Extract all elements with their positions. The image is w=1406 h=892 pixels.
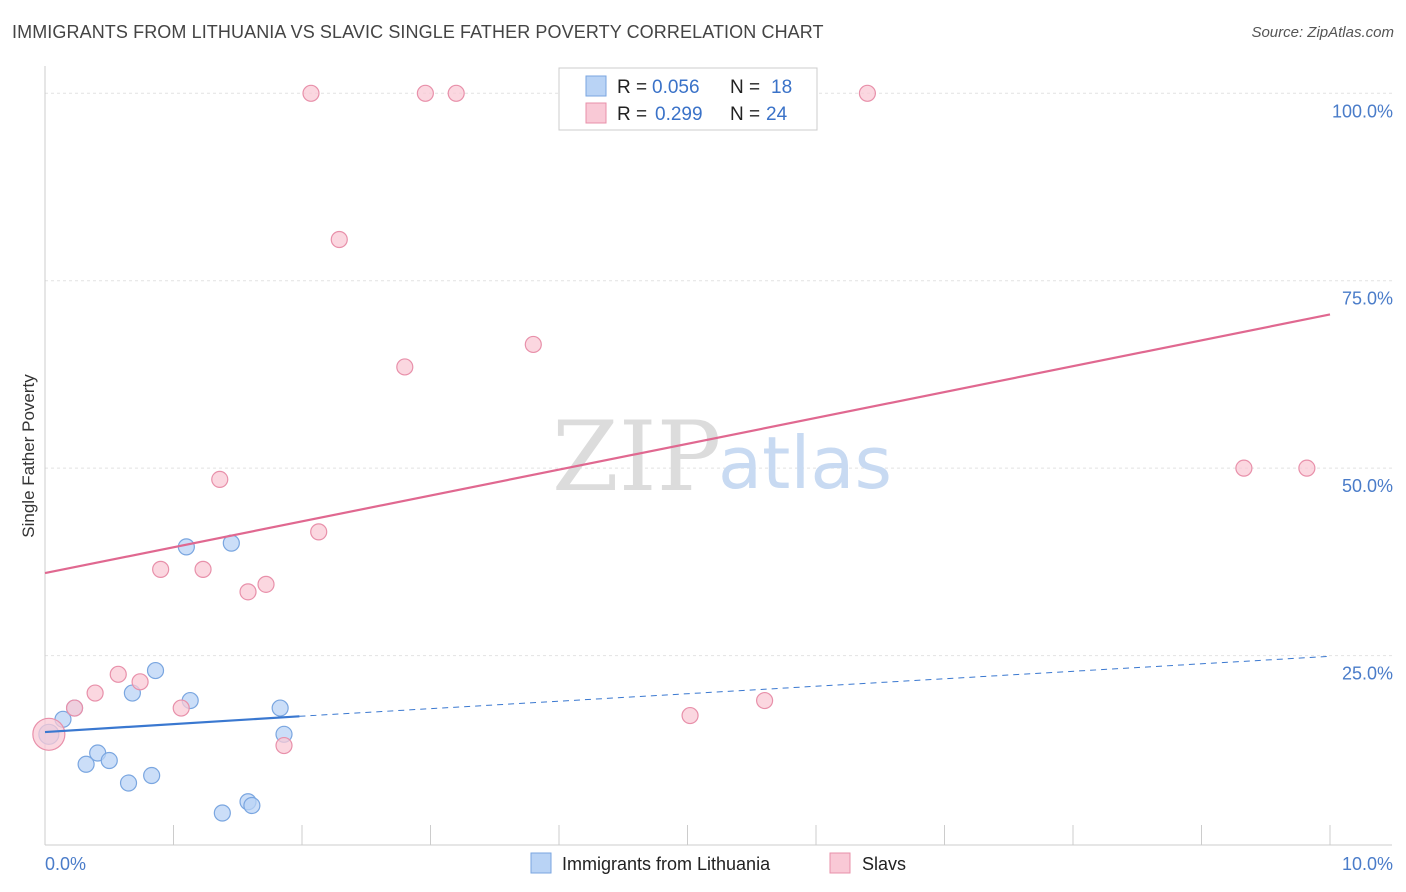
legend-n-value-0: 18: [771, 77, 792, 98]
y-tick-label: 25.0%: [1342, 664, 1393, 684]
point-slavs: [330, 230, 348, 249]
watermark-zip: ZIP: [552, 401, 721, 513]
trend-line-slavs: [44, 313, 1331, 575]
grid-lines: [45, 92, 1392, 657]
trend-line-lithuania: [44, 715, 300, 734]
x-tick-label: 10.0%: [1342, 854, 1393, 874]
point-slavs: [239, 583, 257, 601]
y-tick-label: 50.0%: [1342, 476, 1393, 496]
point-slavs: [681, 706, 699, 725]
point-lithuania: [213, 804, 231, 822]
point-slavs: [86, 684, 104, 702]
source-label: Source: ZipAtlas.com: [1251, 24, 1394, 41]
point-slavs: [310, 523, 328, 541]
point-slavs: [275, 736, 293, 755]
point-slavs: [396, 358, 414, 376]
legend-n-value-1: 24: [766, 104, 788, 125]
bottom-legend: Immigrants from Lithuania Slavs: [530, 852, 906, 874]
point-slavs: [65, 699, 84, 717]
watermark-atlas: atlas: [718, 421, 892, 505]
point-slavs: [257, 575, 275, 593]
point-lithuania: [143, 766, 161, 785]
point-slavs: [172, 699, 190, 717]
trend-lines: [44, 313, 1331, 734]
chart-title: IMMIGRANTS FROM LITHUANIA VS SLAVIC SING…: [12, 22, 824, 42]
point-slavs: [32, 717, 66, 751]
point-slavs: [858, 84, 877, 102]
x-tick-label: 0.0%: [45, 854, 86, 874]
point-lithuania: [146, 661, 165, 680]
point-lithuania: [100, 751, 118, 770]
point-slavs: [1235, 459, 1253, 477]
y-tick-labels: 25.0% 50.0% 75.0% 100.0%: [1332, 101, 1393, 683]
trend-line-extension-lithuania: [299, 655, 1331, 717]
legend-r-value-1: 0.299: [655, 104, 703, 125]
point-slavs: [524, 335, 542, 354]
legend-swatch-lithuania: [585, 75, 607, 97]
legend-r-label-0: R =: [617, 77, 647, 98]
point-slavs: [416, 84, 434, 102]
bottom-legend-swatch-lithuania: [530, 852, 552, 874]
y-axis-label: Single Father Poverty: [19, 374, 38, 538]
point-slavs: [131, 673, 149, 691]
legend-n-label-1: N =: [730, 104, 760, 125]
axes: [44, 66, 1392, 846]
legend-swatch-slavs: [585, 102, 607, 124]
y-tick-label: 75.0%: [1342, 289, 1393, 309]
legend-n-label-0: N =: [730, 77, 760, 98]
y-tick-label: 100.0%: [1332, 101, 1393, 121]
bottom-legend-swatch-slavs: [829, 852, 851, 874]
point-lithuania: [77, 755, 95, 773]
point-slavs: [109, 665, 127, 683]
point-slavs: [211, 470, 229, 488]
bottom-legend-lithuania: Immigrants from Lithuania: [562, 854, 771, 874]
point-slavs: [152, 560, 170, 578]
legend-box: R = 0.056 N = 18 R = 0.299 N = 24: [558, 67, 818, 131]
point-slavs: [194, 560, 212, 578]
x-tick-labels: 0.0% 10.0%: [45, 854, 1393, 874]
point-lithuania: [119, 774, 138, 792]
point-slavs: [1298, 459, 1316, 477]
legend-r-value-0: 0.056: [652, 77, 700, 98]
data-points: [32, 84, 1316, 822]
legend-r-label-1: R =: [617, 104, 647, 125]
point-lithuania: [243, 796, 261, 815]
bottom-legend-slavs: Slavs: [862, 854, 906, 874]
point-slavs: [302, 84, 320, 102]
point-slavs: [447, 84, 465, 102]
point-lithuania: [271, 699, 289, 717]
point-slavs: [755, 691, 774, 710]
